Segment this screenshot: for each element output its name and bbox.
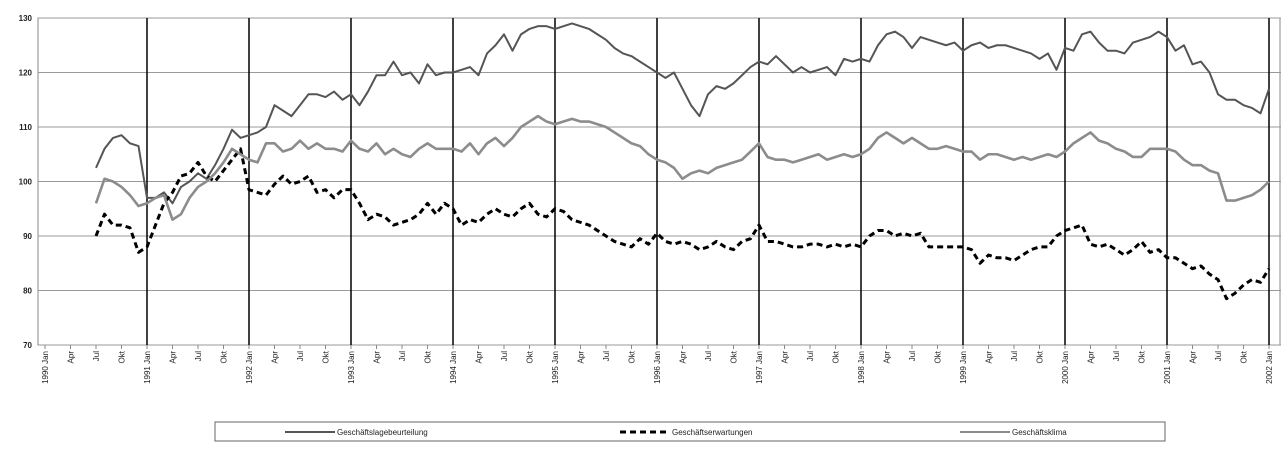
x-tick-label: 1999 Jan: [959, 351, 968, 384]
x-tick-label: Apr: [271, 351, 280, 364]
x-tick-label: Jul: [398, 351, 407, 361]
x-tick-label: Apr: [67, 351, 76, 364]
x-tick-label: Okt: [1240, 350, 1249, 363]
x-tick-label: Jul: [1010, 351, 1019, 361]
x-tick-label: Okt: [424, 350, 433, 363]
x-tick-label: Jul: [500, 351, 509, 361]
y-tick-label: 100: [19, 178, 33, 187]
x-tick-label: Jul: [194, 351, 203, 361]
x-tick-label: 1994 Jan: [449, 351, 458, 384]
x-tick-label: Okt: [628, 350, 637, 363]
x-tick-label: Apr: [985, 351, 994, 364]
legend-label: Geschäftsklima: [1012, 428, 1067, 437]
y-tick-label: 130: [19, 14, 33, 23]
x-tick-label: Jul: [602, 351, 611, 361]
x-tick-label: Okt: [1036, 350, 1045, 363]
x-tick-label: Apr: [373, 351, 382, 364]
x-tick-label: Jul: [296, 351, 305, 361]
y-tick-label: 110: [19, 123, 32, 132]
x-tick-label: Apr: [169, 351, 178, 364]
x-tick-label: 2002 Jan: [1265, 351, 1274, 384]
x-tick-label: 1990 Jan: [41, 351, 50, 384]
x-tick-label: Apr: [883, 351, 892, 364]
x-tick-label: 2000 Jan: [1061, 351, 1070, 384]
legend-box: [214, 421, 1166, 442]
y-tick-label: 70: [23, 341, 32, 350]
x-tick-label: 1996 Jan: [653, 351, 662, 384]
x-tick-label: Jul: [704, 351, 713, 361]
x-tick-label: Okt: [322, 350, 331, 363]
x-tick-label: Jul: [92, 351, 101, 361]
x-tick-label: 1998 Jan: [857, 351, 866, 384]
x-tick-label: 1991 Jan: [143, 351, 152, 384]
x-tick-label: Jul: [1214, 351, 1223, 361]
y-tick-label: 120: [19, 69, 33, 78]
x-tick-label: Apr: [577, 351, 586, 364]
x-tick-label: Okt: [1138, 350, 1147, 363]
x-tick-label: Apr: [1189, 351, 1198, 364]
x-tick-label: Okt: [934, 350, 943, 363]
legend-label: Geschäftserwartungen: [672, 428, 753, 437]
x-tick-label: Jul: [908, 351, 917, 361]
legend-label: Geschäftslagebeurteilung: [337, 428, 428, 437]
series-line: [94, 147, 1271, 301]
x-tick-label: Okt: [832, 350, 841, 363]
x-tick-label: Apr: [1087, 351, 1096, 364]
series-line: [94, 114, 1270, 221]
x-tick-label: 2001 Jan: [1163, 351, 1172, 384]
x-tick-label: Jul: [806, 351, 815, 361]
x-tick-label: 1995 Jan: [551, 351, 560, 384]
x-tick-label: Apr: [475, 351, 484, 364]
x-tick-label: 1992 Jan: [245, 351, 254, 384]
y-tick-label: 90: [23, 232, 32, 241]
x-tick-label: Jul: [1112, 351, 1121, 361]
x-tick-label: 1997 Jan: [755, 351, 764, 384]
x-tick-label: Apr: [781, 351, 790, 364]
series-line: [95, 22, 1270, 205]
x-tick-label: Okt: [526, 350, 535, 363]
x-tick-label: Okt: [118, 350, 127, 363]
x-tick-label: 1993 Jan: [347, 351, 356, 384]
x-tick-label: Okt: [220, 350, 229, 363]
y-tick-label: 80: [23, 287, 32, 296]
x-tick-label: Apr: [679, 351, 688, 364]
x-tick-label: Okt: [730, 350, 739, 363]
